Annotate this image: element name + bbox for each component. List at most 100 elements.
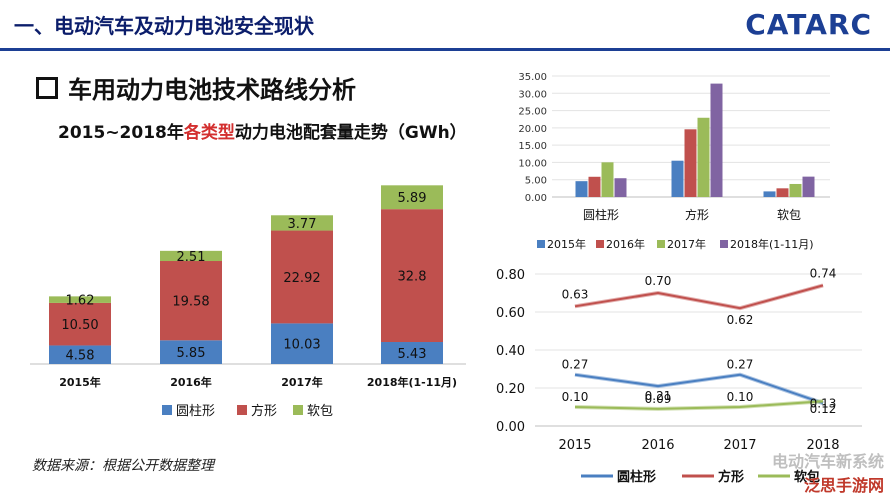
line-series-1 (574, 284, 824, 310)
grouped-bar-2-1 (697, 117, 710, 197)
stacked-bar-label-0-3: 5.43 (398, 347, 427, 362)
line-series-shadow-1 (574, 283, 824, 311)
line-xtick-3: 2018 (806, 438, 839, 453)
line-series-2 (574, 400, 824, 410)
line-label-2-1: 0.09 (645, 392, 672, 406)
left-chart-title-part1: 2015~2018年 (58, 123, 184, 143)
stacked-bar-label-2-3: 5.89 (398, 191, 427, 206)
stacked-bar-label-2-1: 2.51 (177, 250, 206, 265)
line-xtick-1: 2016 (641, 438, 674, 453)
stacked-legend-label-2: 软包 (307, 404, 333, 419)
grouped-legend-label-3: 2018年(1-11月) (730, 237, 814, 251)
stacked-bar-2-0 (49, 296, 111, 303)
stacked-bar-label-2-0: 1.62 (66, 294, 95, 309)
grouped-bar-0-2 (763, 191, 776, 197)
stacked-bar-label-1-3: 32.8 (398, 270, 427, 285)
stacked-bar-label-2-2: 3.77 (288, 217, 317, 232)
header-bar: 一、电动汽车及动力电池安全现状 CATARC (0, 0, 890, 56)
grouped-bar-3-2 (802, 176, 815, 197)
stacked-bar-0-0 (49, 345, 111, 364)
grouped-legend-label-2: 2017年 (667, 237, 706, 251)
line-label-2-2: 0.10 (727, 390, 754, 404)
stacked-bar-label-1-2: 22.92 (283, 271, 320, 286)
stacked-bar-label-1-1: 19.58 (172, 295, 209, 310)
header-title: 一、电动汽车及动力电池安全现状 (14, 14, 314, 38)
line-label-1-3: 0.74 (810, 266, 837, 280)
stacked-bar-category-1: 2016年 (170, 375, 212, 389)
grouped-category-1: 方形 (685, 207, 709, 222)
line-label-2-3: 0.13 (810, 396, 837, 410)
watermark-text-1: 电动汽车新系统 (771, 452, 884, 471)
grouped-category-0: 圆柱形 (583, 207, 619, 222)
grouped-bar-1-1 (684, 129, 697, 197)
grouped-legend-swatch-3 (720, 240, 728, 248)
grouped-bar-0-0 (575, 181, 588, 197)
stacked-bar-label-1-0: 10.50 (61, 318, 98, 333)
grouped-legend-swatch-0 (537, 240, 545, 248)
line-label-0-2: 0.27 (727, 358, 754, 372)
grouped-legend-swatch-2 (657, 240, 665, 248)
line-series-0 (574, 373, 824, 405)
catarc-logo: CATARC (745, 8, 872, 41)
stacked-bar-category-3: 2018年(1-11月) (367, 375, 457, 389)
line-label-1-1: 0.70 (645, 274, 672, 288)
line-ytick-0: 0.00 (496, 420, 525, 435)
grouped-ytick-7: 35.00 (518, 72, 547, 83)
stacked-bar-0-1 (160, 340, 222, 364)
line-ytick-2: 0.40 (496, 344, 525, 359)
grouped-bar-1-2 (776, 188, 789, 197)
line-ytick-4: 0.80 (496, 268, 525, 283)
grouped-bar-3-0 (614, 178, 627, 197)
grouped-legend-label-0: 2015年 (547, 237, 586, 251)
stacked-bar-2-3 (381, 185, 443, 210)
line-label-0-1: 0.21 (645, 389, 672, 403)
stacked-bar-label-0-1: 5.85 (177, 346, 206, 361)
source-note: 数据来源：根据公开数据整理 (32, 458, 214, 474)
stacked-legend-label-0: 圆柱形 (176, 404, 215, 419)
grouped-ytick-0: 0.00 (525, 193, 547, 204)
line-label-1-2: 0.62 (727, 313, 754, 327)
line-label-2-0: 0.10 (562, 390, 589, 404)
grouped-bar-2-2 (789, 183, 802, 197)
left-chart-title-part2: 动力电池配套量走势（GWh） (234, 123, 467, 143)
line-label-0-0: 0.27 (562, 358, 589, 372)
grouped-ytick-3: 15.00 (518, 141, 547, 152)
stacked-bar-1-2 (271, 230, 333, 324)
stacked-legend-swatch-0 (162, 405, 172, 415)
left-chart-title: 2015~2018年各类型动力电池配套量走势（GWh） (58, 118, 467, 143)
stacked-bar-2-2 (271, 215, 333, 231)
line-label-0-3: 0.12 (810, 402, 837, 416)
stacked-bar-label-0-2: 10.03 (283, 338, 320, 353)
line-ytick-1: 0.20 (496, 382, 525, 397)
line-xtick-2: 2017 (723, 438, 756, 453)
line-legend-label-0: 圆柱形 (617, 469, 656, 485)
stacked-bar-1-0 (49, 302, 111, 346)
grouped-bar-3-1 (710, 83, 723, 197)
stacked-bar-category-0: 2015年 (59, 375, 101, 389)
line-label-1-0: 0.63 (562, 287, 589, 301)
line-legend-label-2: 软包 (794, 469, 820, 485)
stacked-bar-2-1 (160, 250, 222, 262)
grouped-category-2: 软包 (777, 208, 801, 222)
stacked-bar-1-1 (160, 261, 222, 341)
grouped-ytick-1: 5.00 (525, 176, 547, 187)
stacked-bar-0-2 (271, 323, 333, 364)
grouped-ytick-5: 25.00 (518, 107, 547, 118)
line-xtick-0: 2015 (558, 438, 591, 453)
line-legend-label-1: 方形 (718, 469, 744, 485)
section-title: 车用动力电池技术路线分析 (36, 70, 356, 105)
stacked-bar-label-0-0: 4.58 (66, 349, 95, 364)
stacked-bar-category-2: 2017年 (281, 375, 323, 389)
header-divider (0, 48, 890, 51)
left-chart-title-highlight: 各类型 (183, 123, 235, 143)
watermark-text-2: 泛思手游网 (803, 476, 884, 495)
stacked-bar-1-3 (381, 209, 443, 343)
stacked-bar-0-3 (381, 342, 443, 364)
grouped-legend-label-1: 2016年 (606, 237, 645, 251)
line-ytick-3: 0.60 (496, 306, 525, 321)
section-title-text: 车用动力电池技术路线分析 (68, 76, 356, 104)
stacked-legend-swatch-1 (237, 405, 247, 415)
grouped-ytick-6: 30.00 (518, 89, 547, 100)
stacked-legend-label-1: 方形 (251, 403, 277, 419)
